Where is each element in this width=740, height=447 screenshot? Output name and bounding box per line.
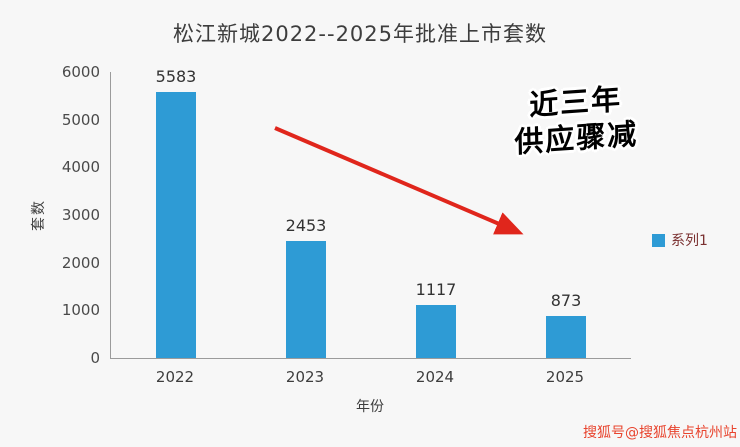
- bar-2022: 5583: [156, 67, 196, 358]
- chart-title: 松江新城2022--2025年批准上市套数: [172, 22, 548, 46]
- x-axis-tick-label: 2024: [415, 368, 455, 386]
- x-axis-title: 年份: [356, 399, 384, 415]
- legend: 系列1: [652, 230, 708, 250]
- bar-2024: 1117: [416, 280, 456, 358]
- y-axis-tick-label: 0: [90, 349, 100, 367]
- bar-2023: 2453: [286, 216, 326, 358]
- annotation-line1: 近三年: [528, 81, 623, 123]
- annotation-text: 近三年 供应骤减: [478, 77, 675, 163]
- y-axis-tick-label: 4000: [61, 158, 100, 177]
- x-axis-tick-label: 2025: [545, 368, 585, 386]
- bar-value-label: 873: [550, 291, 582, 311]
- bar-slot: 1117: [371, 72, 501, 358]
- bar-slot: 873: [501, 72, 631, 358]
- x-axis-tick-label: 2022: [155, 368, 195, 386]
- bar-value-label: 5583: [155, 66, 197, 86]
- y-axis-tick-label: 3000: [61, 206, 100, 224]
- legend-swatch-icon: [652, 233, 665, 247]
- y-axis-tick-label: 1000: [61, 301, 100, 320]
- bar-value-label: 2453: [285, 216, 327, 236]
- legend-label: 系列1: [671, 233, 708, 249]
- bar-value-label: 1117: [415, 279, 457, 299]
- bar-slot: 5583: [111, 67, 241, 358]
- x-axis-tick-label: 2023: [285, 368, 325, 386]
- y-axis-tick-label: 2000: [61, 253, 100, 272]
- y-axis-tick-label: 6000: [61, 63, 100, 81]
- annotation-line2: 供应骤减: [514, 116, 639, 160]
- watermark-text: 搜狐号@搜狐焦点杭州站: [583, 425, 737, 441]
- bar-slot: 2453: [241, 72, 371, 358]
- bar-2025: 873: [546, 291, 586, 358]
- y-axis-tick-label: 5000: [61, 110, 100, 129]
- x-axis-tick-labels: 2022 2023 2024 2025: [110, 368, 630, 386]
- y-axis-tick-labels: 0 1000 2000 3000 4000 5000 6000: [0, 63, 100, 367]
- plot-area: 5583 2453 1117 873: [110, 67, 631, 359]
